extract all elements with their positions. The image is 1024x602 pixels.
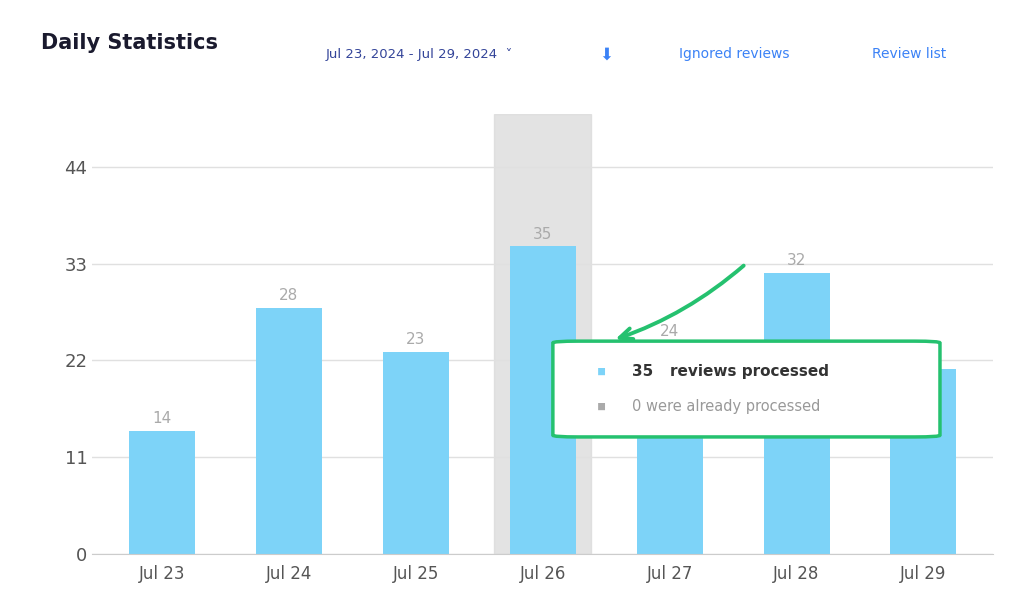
Text: Review list: Review list: [871, 47, 946, 61]
Text: Ignored reviews: Ignored reviews: [680, 47, 790, 61]
Bar: [129, 431, 195, 554]
Text: 24: 24: [660, 323, 679, 338]
Text: 32: 32: [786, 253, 806, 268]
Text: ◾: ◾: [597, 400, 606, 413]
Text: 21: 21: [913, 350, 933, 365]
Bar: [891, 369, 956, 554]
Text: 35: 35: [632, 364, 653, 379]
Text: 35: 35: [534, 227, 552, 242]
Text: reviews processed: reviews processed: [670, 364, 828, 379]
Text: 14: 14: [153, 411, 172, 426]
Text: Daily Statistics: Daily Statistics: [41, 33, 218, 54]
Bar: [637, 343, 702, 554]
Text: 0 were already processed: 0 were already processed: [632, 399, 820, 414]
Text: ⬇: ⬇: [599, 45, 613, 63]
Text: Jul 23, 2024 - Jul 29, 2024  ˅: Jul 23, 2024 - Jul 29, 2024 ˅: [326, 48, 513, 61]
Bar: [256, 308, 322, 554]
Text: 28: 28: [280, 288, 299, 303]
Bar: [383, 352, 449, 554]
Bar: [510, 246, 575, 554]
Bar: [495, 114, 591, 554]
FancyBboxPatch shape: [553, 341, 940, 437]
Bar: [764, 273, 829, 554]
Text: 23: 23: [407, 332, 426, 347]
Text: ◾: ◾: [597, 365, 606, 377]
